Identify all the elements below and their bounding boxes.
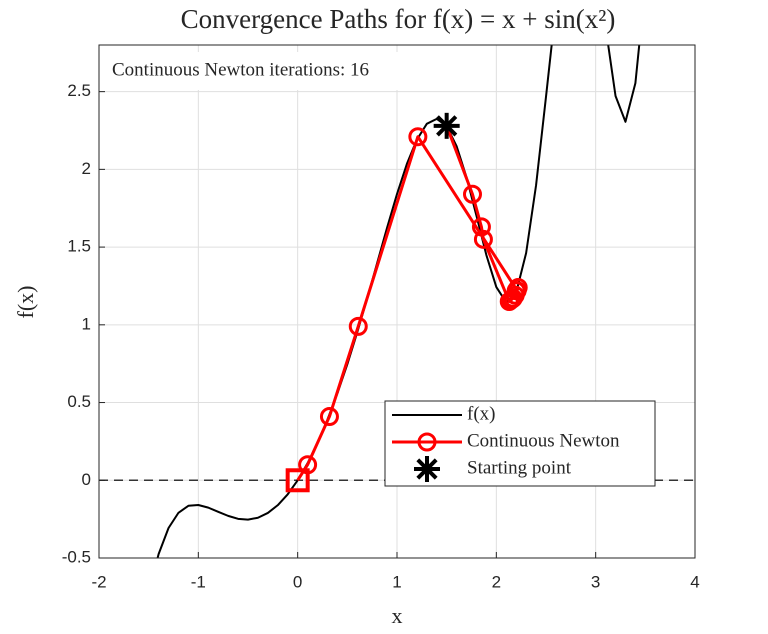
point-marker (462, 184, 482, 204)
series-line (156, 45, 641, 558)
legend-label: Starting point (467, 457, 572, 478)
end-marker (285, 468, 310, 493)
x-tick-label: 0 (293, 572, 302, 591)
y-tick-label: 0.5 (67, 392, 91, 411)
x-tick-label: 4 (690, 572, 699, 591)
y-tick-label: 2 (82, 159, 91, 178)
point-marker (471, 217, 491, 237)
y-tick-label: 0 (82, 470, 91, 489)
legend-label: Continuous Newton (467, 430, 620, 451)
plot (99, 45, 695, 558)
x-axis-label: x (392, 603, 403, 628)
y-tick-label: 1.5 (67, 237, 91, 256)
star-stroke (436, 115, 458, 137)
y-tick-label: 1 (82, 314, 91, 333)
ticks: -2 -1 0 1 2 3 4 -0.5 0 0.5 1 1.5 2 2.5 (62, 81, 700, 591)
point-marker (507, 281, 527, 301)
start-marker (433, 112, 460, 139)
x-tick-label: 2 (492, 572, 501, 591)
legend-swatch-marker (417, 432, 437, 452)
point-marker (473, 229, 493, 249)
annotation: Continuous Newton iterations: 16 (112, 59, 369, 80)
legend-swatch-marker (414, 456, 440, 482)
x-tick-label: -2 (91, 572, 106, 591)
chart-title: Convergence Paths for f(x) = x + sin(x²) (181, 4, 616, 34)
x-tick-label: 1 (392, 572, 401, 591)
point-marker (319, 407, 339, 427)
y-tick-label: -0.5 (62, 547, 91, 566)
point-marker (408, 127, 428, 147)
x-tick-label: -1 (191, 572, 206, 591)
annotation-box (104, 52, 464, 90)
legend-label: f(x) (467, 403, 495, 424)
x-tick-label: 3 (591, 572, 600, 591)
y-axis-label: f(x) (13, 286, 38, 319)
y-tick-label: 2.5 (67, 81, 91, 100)
legend: f(x) Continuous Newton Starting point (384, 400, 656, 487)
point-marker (348, 316, 368, 336)
star-stroke (416, 458, 438, 480)
